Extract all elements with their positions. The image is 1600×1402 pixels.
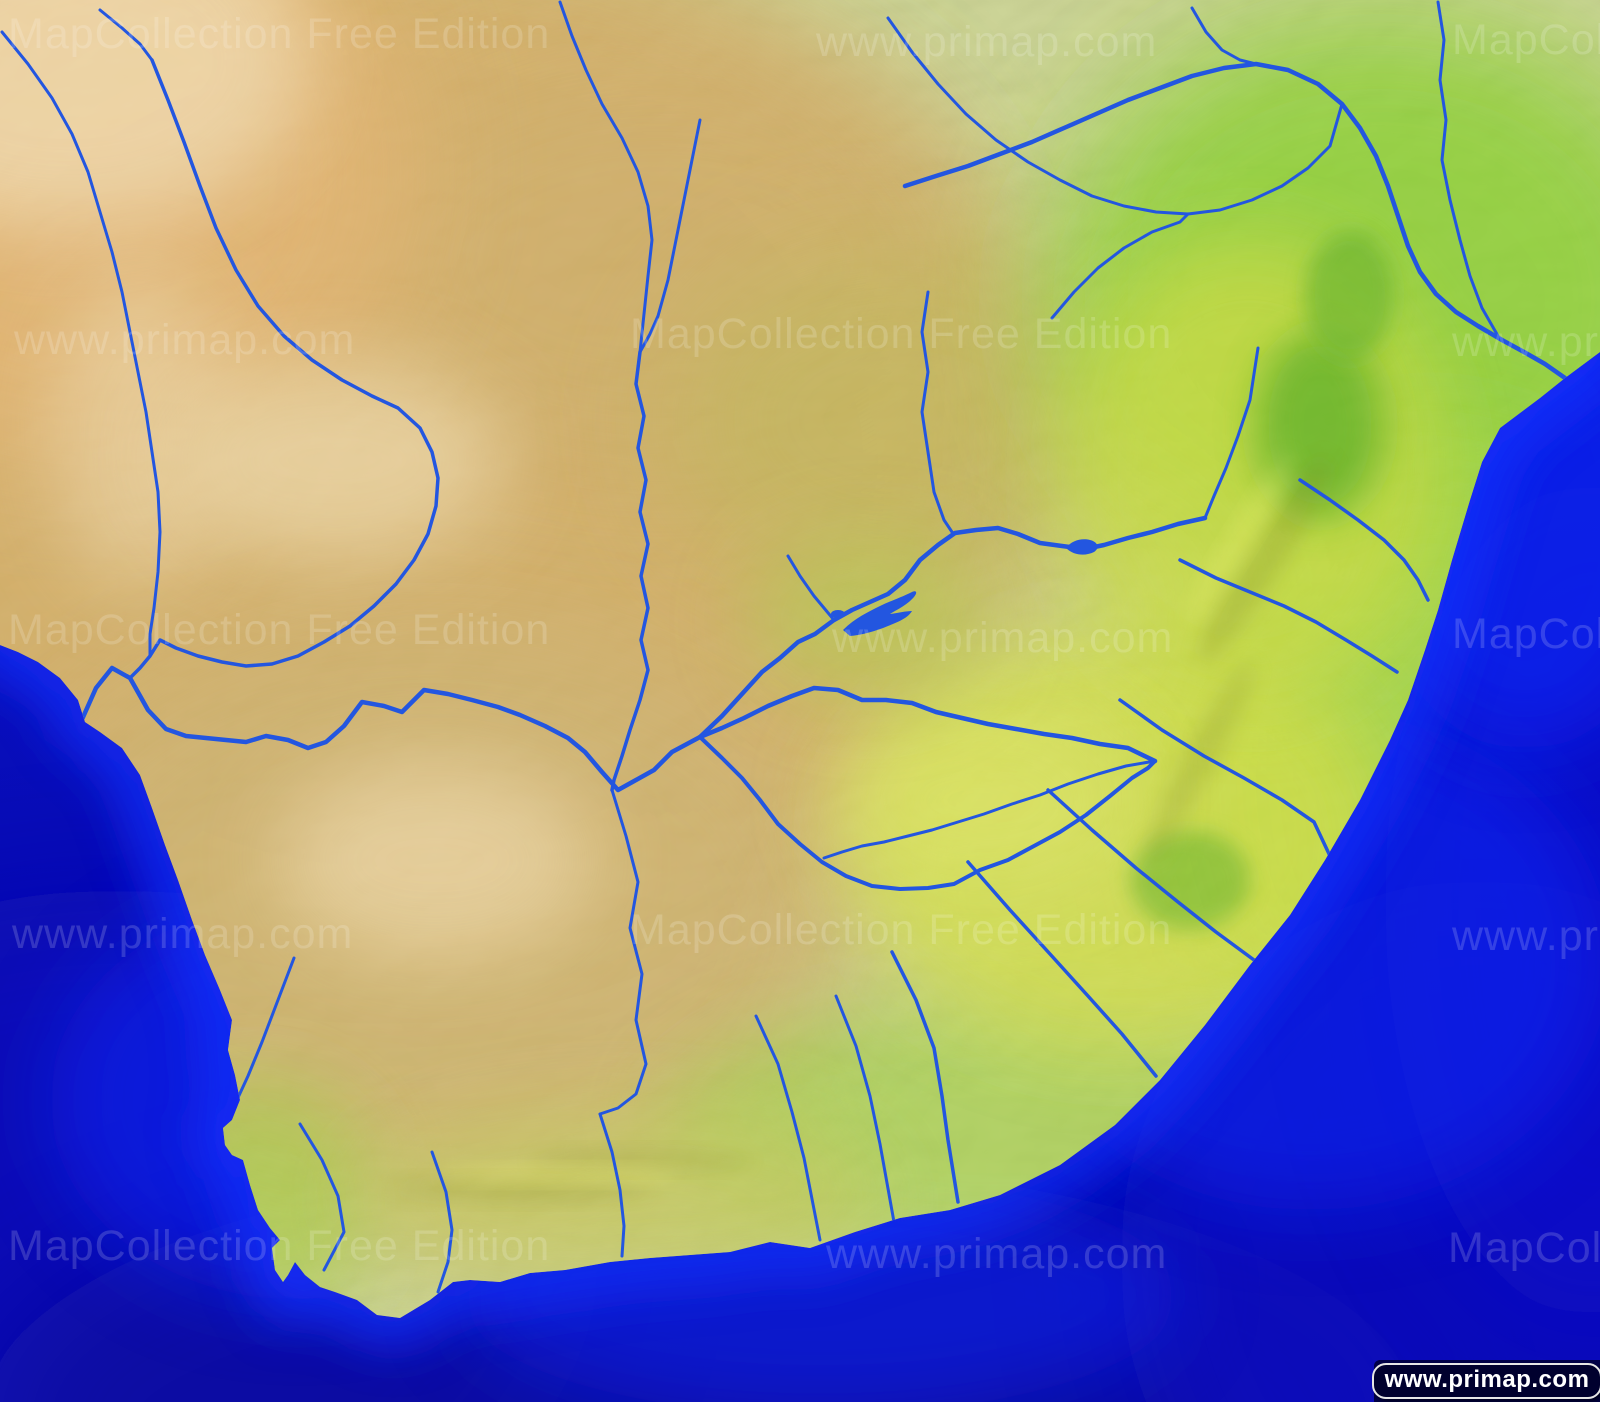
orange-river-lower (77, 665, 703, 793)
river-tributary (598, 788, 648, 1116)
caledon-river (822, 759, 1157, 860)
river-tributary (638, 118, 702, 354)
river-tributary (886, 16, 1344, 216)
small-lake (1066, 539, 1098, 555)
primap-url-pill: www.primap.com (1371, 1363, 1600, 1399)
molopo-river (610, 350, 650, 792)
orange-river-upper-north (697, 685, 1158, 764)
river-tributary (920, 290, 954, 534)
river-tributary (966, 860, 1158, 1078)
vaal-river (697, 515, 1208, 740)
river-tributary (558, 0, 654, 354)
fish-river-namibia (128, 58, 440, 680)
river-tributary (834, 994, 896, 1224)
breede-river (430, 1150, 454, 1294)
river-tributary (298, 1122, 346, 1272)
river-network (0, 0, 1568, 1294)
orange-river-upper-south (698, 735, 1157, 891)
limpopo-river (902, 61, 1568, 381)
primap-url-label: www.primap.com (1384, 1366, 1590, 1393)
river-tributary (786, 554, 836, 622)
gourits-river (598, 1112, 626, 1258)
river-tributary (1190, 6, 1258, 66)
river-tributary (1050, 212, 1190, 320)
lakes (831, 539, 1098, 636)
river-tributary (1298, 478, 1430, 602)
lake-spur (831, 610, 845, 618)
river-tributary (0, 30, 162, 658)
river-tributary (1118, 698, 1332, 858)
river-tributary (1046, 788, 1256, 962)
vaal-dam-lake (843, 591, 917, 636)
great-fish-river (890, 950, 960, 1204)
branding-bar: www.primap.com (1371, 1360, 1600, 1402)
tugela-river (1178, 558, 1399, 674)
river-tributary (1436, 0, 1500, 338)
river-tributary (1203, 346, 1260, 520)
river-tributary (754, 1014, 822, 1242)
river-tributary (98, 8, 154, 62)
